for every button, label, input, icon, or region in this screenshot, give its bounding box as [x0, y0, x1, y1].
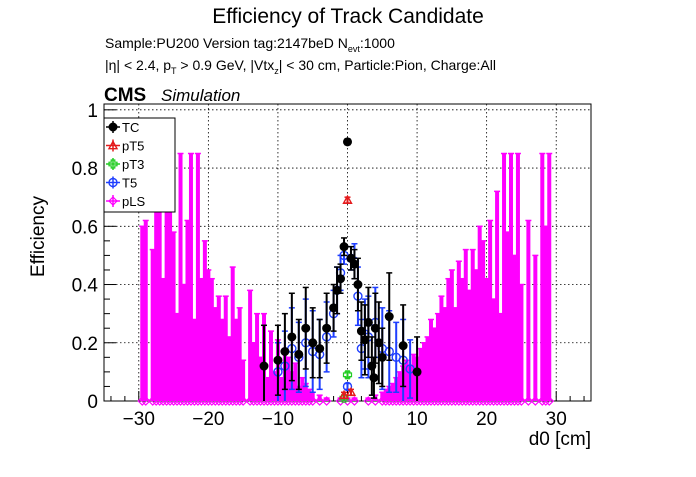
sample-info: Sample:PU200 Version tag:2147beD Nevt:10… — [105, 35, 395, 54]
data-point — [353, 280, 363, 290]
data-point — [516, 396, 527, 406]
legend-label: pLS — [122, 194, 145, 209]
data-layer — [137, 137, 555, 406]
data-point — [280, 347, 290, 356]
chart-title: Efficiency of Track Candidate — [212, 5, 484, 28]
x-axis-label: d0 [cm] — [529, 429, 591, 450]
data-point — [322, 323, 332, 333]
series-pLS — [137, 152, 555, 406]
data-point — [398, 341, 408, 351]
cms-label: CMS — [104, 85, 146, 106]
legend: TC pT5 pT3 T5 pLS — [103, 117, 176, 213]
y-tick-label: 0.2 — [72, 334, 98, 355]
data-point — [342, 381, 353, 392]
data-point — [287, 332, 297, 342]
x-tick-label: 20 — [476, 409, 497, 430]
series-TC — [259, 137, 422, 401]
data-point — [412, 367, 422, 377]
data-point — [339, 242, 349, 252]
data-point — [363, 317, 373, 327]
legend-label: pT5 — [122, 139, 144, 154]
data-point — [384, 312, 394, 322]
y-tick-label: 0.6 — [72, 217, 98, 238]
data-point — [530, 396, 541, 406]
legend-label: TC — [122, 120, 139, 135]
x-tick-label: 30 — [546, 409, 567, 430]
data-point — [345, 386, 357, 397]
data-point — [338, 389, 350, 400]
data-point — [294, 349, 304, 359]
x-axis-ticks: −30 −20 −10 0 10 20 30 — [110, 391, 585, 430]
legend-marker — [107, 140, 119, 150]
legend-entries: TC pT5 pT3 T5 pLS — [106, 120, 145, 209]
data-point — [339, 393, 349, 403]
data-point — [523, 396, 534, 406]
x-tick-label: −30 — [123, 409, 155, 430]
data-point — [301, 323, 311, 333]
legend-entry-pT5: pT5 — [106, 139, 144, 154]
data-point — [363, 396, 374, 406]
selection-info: |η| < 2.4, pT > 0.9 GeV, |Vtxz| < 30 cm,… — [105, 57, 496, 76]
data-point — [544, 396, 555, 406]
data-point — [370, 396, 381, 406]
data-point — [377, 352, 387, 362]
y-tick-label: 1 — [87, 101, 98, 122]
legend-marker — [108, 159, 118, 169]
data-point — [140, 396, 151, 406]
series-pT5 — [338, 194, 357, 400]
data-point — [342, 370, 353, 380]
data-point — [308, 338, 318, 348]
legend-label: T5 — [122, 176, 137, 191]
x-tick-label: −20 — [192, 409, 224, 430]
data-point — [315, 344, 325, 354]
x-tick-label: 10 — [407, 409, 428, 430]
legend-entry-pLS: pLS — [106, 194, 145, 209]
x-tick-label: 0 — [342, 409, 353, 430]
data-point — [321, 396, 332, 406]
data-point — [259, 361, 269, 371]
legend-entry-pT3: pT3 — [106, 157, 144, 172]
legend-entry-TC: TC — [106, 120, 139, 135]
legend-marker — [108, 177, 118, 188]
legend-marker — [108, 196, 118, 206]
legend-marker — [108, 122, 118, 132]
data-point — [349, 396, 360, 406]
x-tick-label: −10 — [262, 409, 294, 430]
legend-label: pT3 — [122, 157, 144, 172]
data-point — [329, 303, 339, 313]
data-point — [307, 396, 318, 406]
data-point — [342, 194, 353, 204]
data-point — [314, 396, 325, 406]
data-point — [273, 355, 283, 365]
data-point — [238, 396, 248, 406]
y-tick-label: 0.8 — [72, 159, 98, 180]
y-tick-label: 0 — [87, 392, 98, 413]
data-point — [369, 373, 379, 383]
y-tick-label: 0.4 — [72, 276, 99, 297]
legend-entry-T5: T5 — [106, 176, 137, 191]
y-axis-label: Efficiency — [28, 196, 49, 277]
simulation-label: Simulation — [161, 86, 240, 105]
y-axis-ticks: 0 0.2 0.4 0.6 0.8 1 — [72, 101, 116, 413]
data-point — [343, 137, 352, 147]
legend-box — [103, 117, 176, 213]
